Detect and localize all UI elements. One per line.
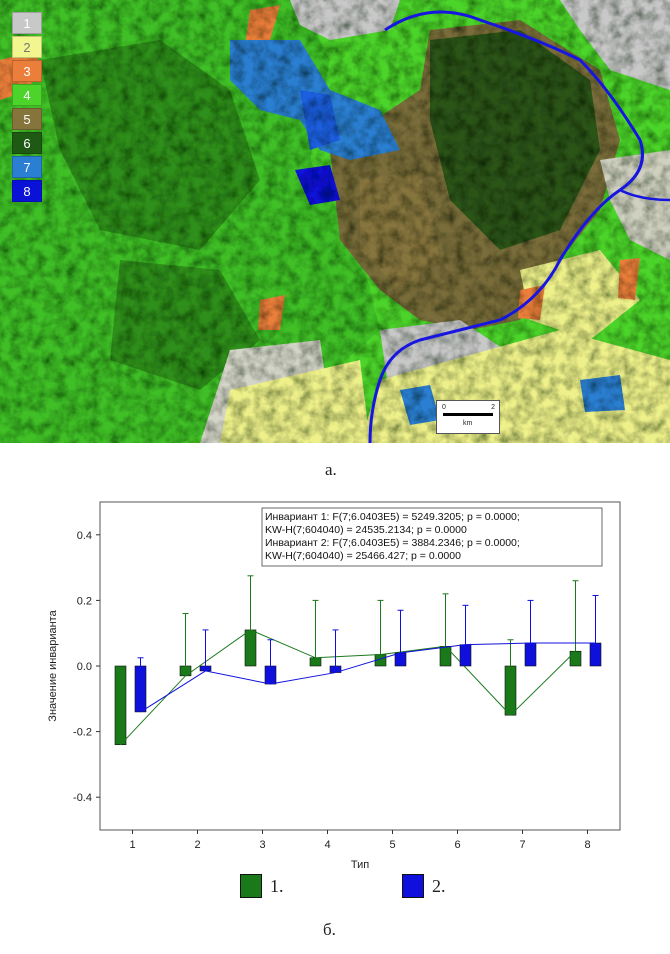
bar-series-2 bbox=[459, 644, 472, 667]
scale-unit: km bbox=[463, 420, 473, 427]
y-axis-label: Значение инварианта bbox=[47, 609, 59, 721]
x-tick-label: 5 bbox=[389, 839, 395, 851]
x-tick-label: 6 bbox=[454, 839, 460, 851]
bar-series-2 bbox=[394, 652, 407, 667]
scale-end: 2 bbox=[491, 404, 495, 411]
bar-series-1 bbox=[569, 650, 582, 667]
stats-line: KW-H(7;604040) = 24535.2134; p = 0.0000 bbox=[265, 524, 467, 536]
x-tick-label: 2 bbox=[194, 839, 200, 851]
legend-label-2: 2. bbox=[432, 875, 446, 896]
map-legend-item-6: 6 bbox=[12, 132, 42, 154]
legend-item-series-1: 1. bbox=[240, 874, 284, 898]
stats-box bbox=[261, 507, 603, 567]
y-tick-label: 0.4 bbox=[77, 530, 92, 542]
invariant-chart: 0.4 0.2 0.0 -0.2 -0.4 1 2 3 4 5 6 7 8 Тип Значение инв… bbox=[40, 490, 670, 880]
map-legend-item-2: 2 bbox=[12, 36, 42, 58]
x-tick-label: 8 bbox=[584, 839, 590, 851]
map-legend-item-4: 4 bbox=[12, 84, 42, 106]
map-image bbox=[0, 0, 670, 443]
y-tick-label: -0.4 bbox=[73, 792, 92, 804]
chart-svg: 0.4 0.2 0.0 -0.2 -0.4 1 2 3 4 5 6 7 8 Тип Значение инв… bbox=[47, 501, 621, 871]
stats-line: Инвариант 1: F(7;6.0403E5) = 5249.3205; … bbox=[265, 511, 520, 523]
y-tick-label: 0.2 bbox=[77, 595, 92, 607]
mean-line-series-1 bbox=[120, 629, 576, 746]
x-tick-label: 3 bbox=[259, 839, 265, 851]
y-tick-label: -0.2 bbox=[73, 727, 92, 739]
x-axis-label: Тип bbox=[351, 859, 369, 871]
stats-line: KW-H(7;604040) = 25466.427; p = 0.0000 bbox=[265, 550, 461, 562]
map-legend-item-3: 3 bbox=[12, 60, 42, 82]
x-tick-label: 4 bbox=[324, 839, 330, 851]
map-legend-item-1: 1 bbox=[12, 12, 42, 34]
scale-zero: 0 bbox=[442, 404, 446, 411]
y-tick-label: 0.0 bbox=[77, 661, 92, 673]
stats-line: Инвариант 2: F(7;6.0403E5) = 3884.2346; … bbox=[265, 537, 520, 549]
bar-series-1 bbox=[244, 629, 257, 667]
river-line bbox=[368, 10, 644, 443]
mean-line-series-2 bbox=[140, 642, 596, 713]
legend-swatch-2 bbox=[402, 874, 424, 898]
bar-series-1 bbox=[309, 657, 322, 667]
map-legend-item-8: 8 bbox=[12, 180, 42, 202]
legend-item-series-2: 2. bbox=[402, 874, 446, 898]
bar-series-2 bbox=[589, 642, 602, 667]
map-legend-item-7: 7 bbox=[12, 156, 42, 178]
legend-label-1: 1. bbox=[270, 875, 284, 896]
bottom-legend: 1. 2. bbox=[0, 870, 670, 900]
x-tick-label: 7 bbox=[519, 839, 525, 851]
legend-swatch-1 bbox=[240, 874, 262, 898]
bar-series-2 bbox=[524, 642, 537, 667]
caption-a: а. bbox=[325, 460, 337, 479]
bar-series-1 bbox=[439, 646, 452, 667]
x-tick-label: 1 bbox=[129, 839, 135, 851]
caption-b: б. bbox=[323, 920, 336, 939]
map-legend-item-5: 5 bbox=[12, 108, 42, 130]
scale-bar: 0 2 km bbox=[436, 400, 500, 434]
